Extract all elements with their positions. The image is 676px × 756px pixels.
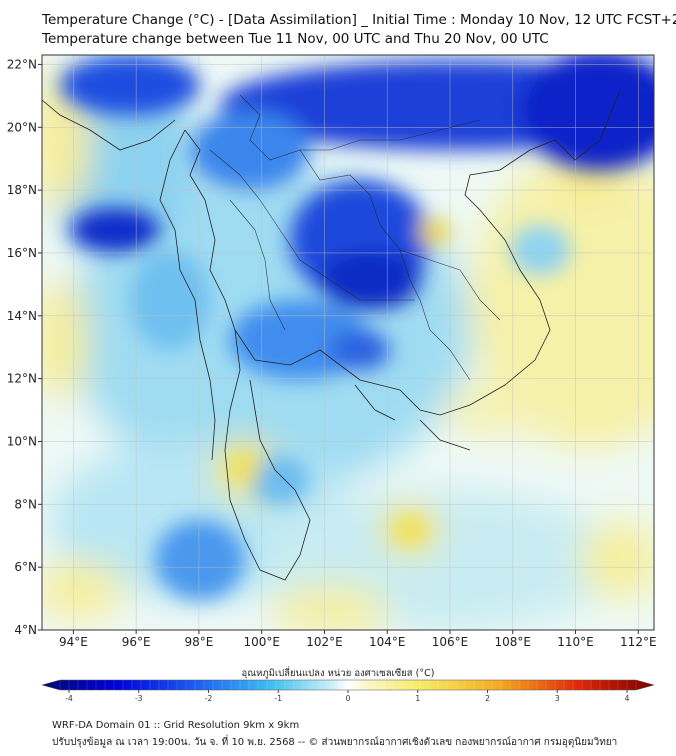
coastlines xyxy=(42,89,621,581)
map-title: Temperature Change (°C) - [Data Assimila… xyxy=(42,12,676,28)
colorbar-tick-label: 1 xyxy=(415,694,420,703)
colorbar-tick-label: -3 xyxy=(135,694,143,703)
colorbar-tick-label: -4 xyxy=(65,694,73,703)
longitude-ticks: 94°E 96°E 98°E 100°E 102°E 104°E 106°E 108°E 110… xyxy=(59,630,657,649)
temperature-field xyxy=(42,55,654,630)
map-frame xyxy=(41,54,655,631)
latitude-ticks: 4°N 6°N 8°N 10°N 12°N 14°N 16°N 18°N 20°N 22°N xyxy=(7,57,42,637)
lat-tick-label: 6°N xyxy=(14,560,37,574)
colorbar-ticks: -4 -3 -2 -1 0 1 2 3 4 xyxy=(59,680,637,703)
colorbar-label: อุณหภูมิเปลี่ยนแปลง หน่วย องศาเซลเซียส (… xyxy=(241,668,435,679)
lon-tick-label: 110°E xyxy=(557,635,594,649)
colorbar-tick-label: -1 xyxy=(275,694,283,703)
lon-tick-label: 100°E xyxy=(243,635,280,649)
lon-tick-label: 108°E xyxy=(495,635,532,649)
colorbar-tick-label: -2 xyxy=(205,694,213,703)
map-subtitle: Temperature change between Tue 11 Nov, 0… xyxy=(42,31,549,47)
footer-model-info: WRF-DA Domain 01 :: Grid Resolution 9km … xyxy=(52,720,300,731)
country-borders xyxy=(209,94,501,381)
lat-tick-label: 4°N xyxy=(14,623,37,637)
lon-tick-label: 102°E xyxy=(306,635,343,649)
lat-tick-label: 20°N xyxy=(7,120,37,134)
lat-tick-label: 12°N xyxy=(7,372,37,386)
lon-tick-label: 94°E xyxy=(59,635,88,649)
temperature-map: 94°E 96°E 98°E 100°E 102°E 104°E 106°E 108°E 110… xyxy=(7,54,657,649)
lon-tick-label: 96°E xyxy=(122,635,151,649)
colorbar-tick-label: 0 xyxy=(346,694,351,703)
lon-tick-label: 106°E xyxy=(432,635,469,649)
footer-credit: ปรับปรุงข้อมูล ณ เวลา 19:00น. วัน จ. ที่… xyxy=(52,737,618,748)
lat-tick-label: 16°N xyxy=(7,246,37,260)
colorbar-tick-label: 4 xyxy=(625,694,630,703)
colorbar-tick-label: 2 xyxy=(485,694,490,703)
graticule xyxy=(42,55,654,630)
colorbar-gradient xyxy=(41,679,655,691)
lat-tick-label: 8°N xyxy=(14,497,37,511)
lat-tick-label: 14°N xyxy=(7,309,37,323)
lat-tick-label: 22°N xyxy=(7,57,37,71)
colorbar-tick-label: 3 xyxy=(555,694,560,703)
lon-tick-label: 104°E xyxy=(369,635,406,649)
lon-tick-label: 112°E xyxy=(620,635,657,649)
lat-tick-label: 10°N xyxy=(7,434,37,448)
lat-tick-label: 18°N xyxy=(7,183,37,197)
lon-tick-label: 98°E xyxy=(184,635,213,649)
